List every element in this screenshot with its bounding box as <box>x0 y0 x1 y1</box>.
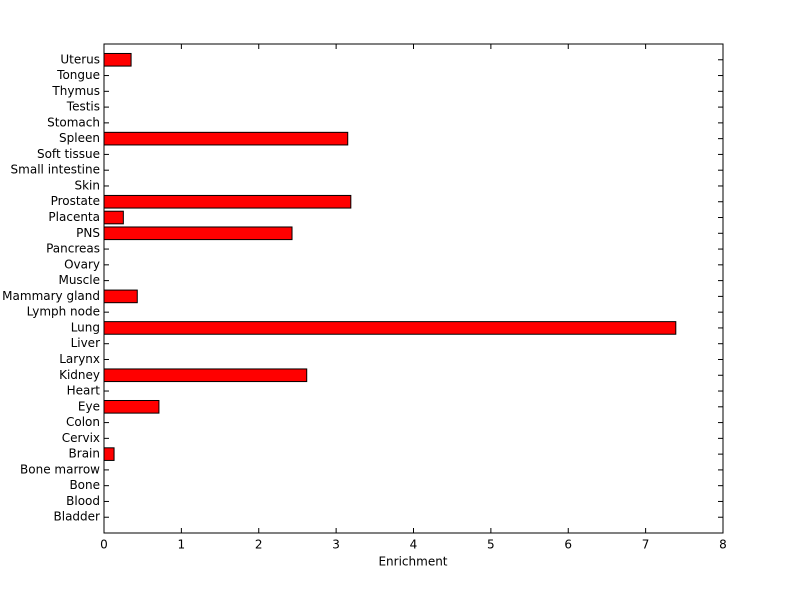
x-axis-label: Enrichment <box>378 555 447 569</box>
bar <box>103 52 132 67</box>
x-tick-label: 0 <box>100 538 108 552</box>
y-tick-label: Heart <box>67 384 101 398</box>
y-tick-label: Testis <box>66 100 100 114</box>
y-tick-label: PNS <box>76 226 100 240</box>
y-tick-label: Thymus <box>51 84 100 98</box>
x-tick-label: 8 <box>719 538 727 552</box>
y-tick-label: Kidney <box>59 368 100 382</box>
plot-area <box>103 43 724 534</box>
x-tick-label: 4 <box>410 538 418 552</box>
y-tick-label: Eye <box>78 399 100 413</box>
bar <box>103 131 349 146</box>
y-tick-label: Muscle <box>58 273 100 287</box>
bar <box>103 289 138 304</box>
y-tick-label: Bone <box>69 478 100 492</box>
x-tick-label: 1 <box>178 538 186 552</box>
y-tick-label: Tongue <box>56 68 100 82</box>
x-tick-label: 5 <box>487 538 495 552</box>
y-tick-label: Lymph node <box>27 305 100 319</box>
bar <box>103 447 115 461</box>
bar <box>103 210 124 225</box>
y-tick-label: Cervix <box>62 431 100 445</box>
y-tick-label: Liver <box>71 336 101 350</box>
y-tick-label: Uterus <box>60 52 100 66</box>
y-tick-label: Pancreas <box>46 242 100 256</box>
y-tick-label: Skin <box>74 178 100 192</box>
y-tick-label: Bone marrow <box>20 462 100 476</box>
bar <box>103 321 677 335</box>
y-tick-label: Placenta <box>48 210 100 224</box>
bar <box>103 368 308 383</box>
y-tick-label: Soft tissue <box>37 147 100 161</box>
y-tick-label: Prostate <box>51 194 100 208</box>
bar <box>103 399 160 414</box>
x-tick-label: 7 <box>642 538 650 552</box>
y-tick-label: Blood <box>66 494 100 508</box>
y-tick-label: Lung <box>71 320 100 334</box>
y-tick-label: Larynx <box>59 352 100 366</box>
bar <box>103 226 293 241</box>
y-tick-label: Small intestine <box>11 163 100 177</box>
y-tick-label: Brain <box>69 447 100 461</box>
y-tick-label: Ovary <box>64 257 100 271</box>
y-tick-label: Bladder <box>54 510 101 524</box>
y-tick-label: Colon <box>66 415 100 429</box>
x-tick-label: 6 <box>564 538 572 552</box>
bar <box>103 194 352 209</box>
x-tick-label: 2 <box>255 538 263 552</box>
y-tick-label: Spleen <box>59 131 100 145</box>
x-tick-label: 3 <box>332 538 340 552</box>
y-tick-label: Mammary gland <box>2 289 100 303</box>
y-tick-label: Stomach <box>47 115 100 129</box>
